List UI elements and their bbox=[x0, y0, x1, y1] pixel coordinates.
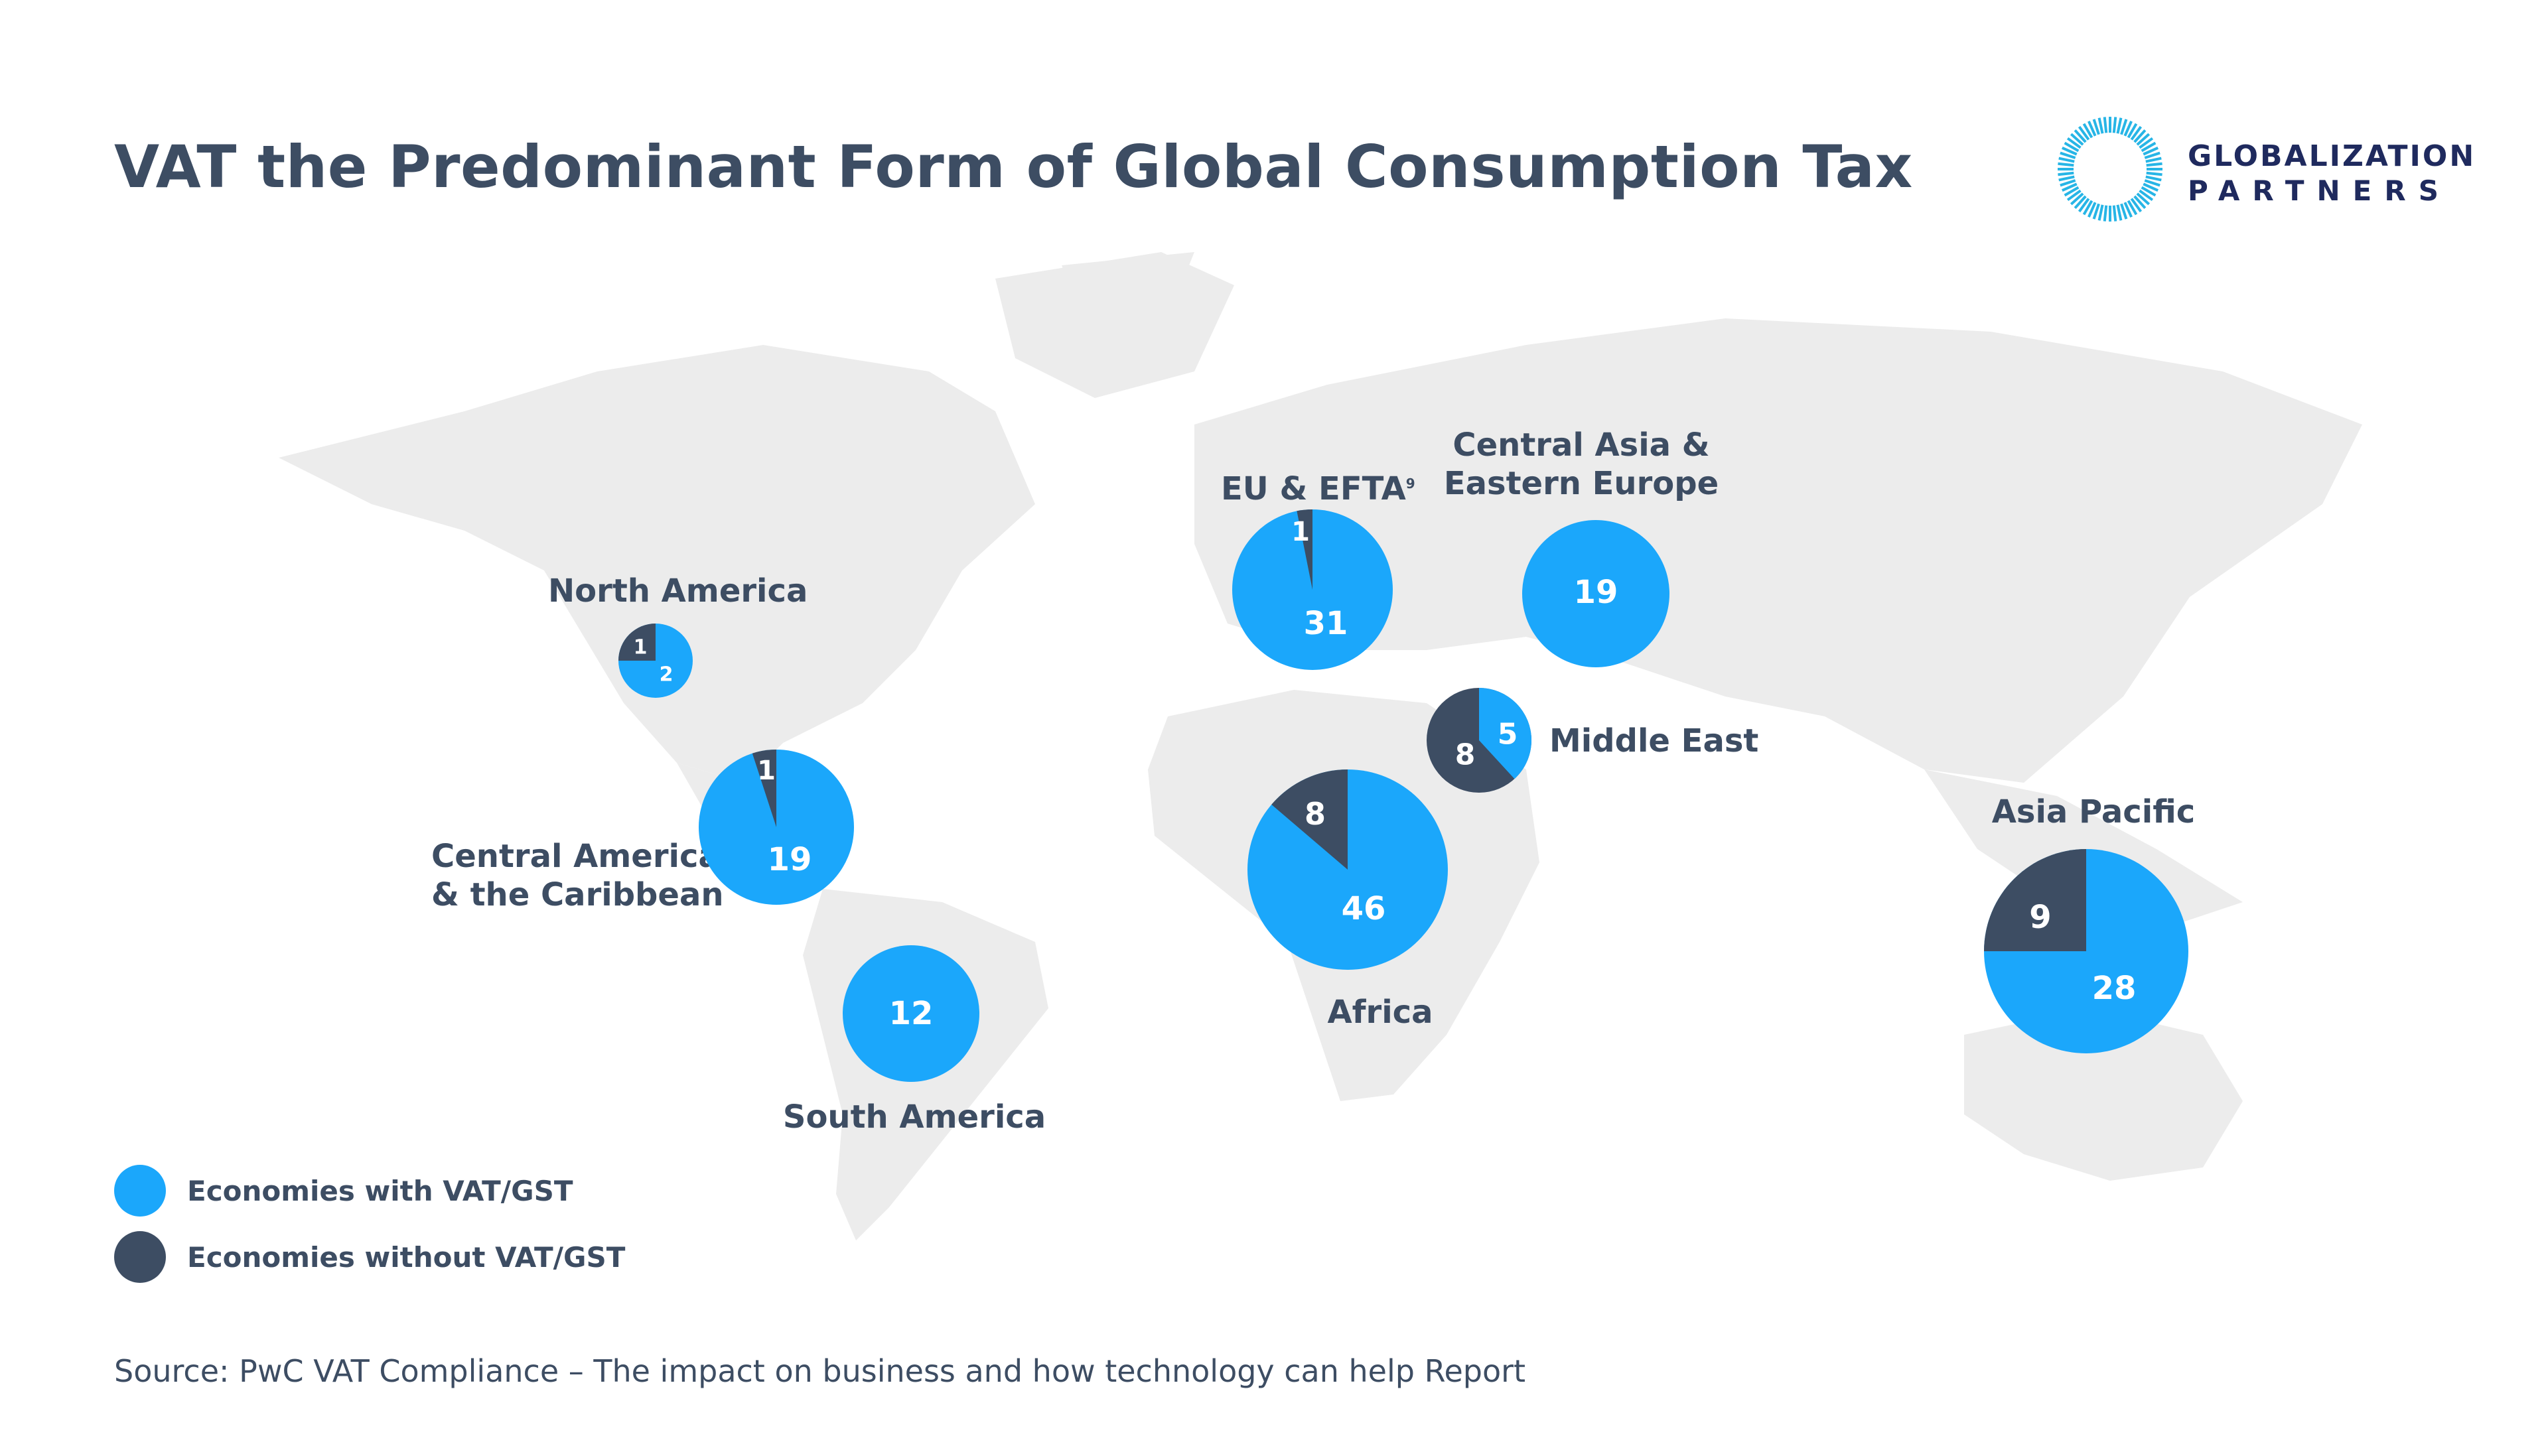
pie-value-without-north-america: 1 bbox=[633, 635, 648, 659]
region-label-central-america: Central America & the Caribbean bbox=[431, 837, 724, 914]
pie-value-with-eu-efta: 31 bbox=[1303, 605, 1348, 642]
pie-south-america bbox=[843, 945, 979, 1082]
pie-value-with-middle-east: 5 bbox=[1497, 717, 1518, 752]
pie-value-with-central-america: 19 bbox=[767, 841, 812, 878]
region-label-eu-efta: EU & EFTA9 bbox=[1221, 470, 1415, 507]
pie-value-without-central-america: 1 bbox=[757, 756, 776, 786]
region-label-asia-pacific: Asia Pacific bbox=[1991, 793, 2196, 830]
pie-eu-efta bbox=[1232, 509, 1393, 670]
region-label-central-america-line1: Central America bbox=[431, 838, 720, 875]
region-label-south-america: South America bbox=[782, 1098, 1046, 1136]
world-map-background bbox=[279, 252, 2362, 1240]
legend-swatch-with-vat bbox=[114, 1165, 166, 1217]
legend-item-with-vat: Economies with VAT/GST bbox=[114, 1164, 625, 1217]
region-label-central-america-line2: & the Caribbean bbox=[431, 876, 724, 913]
pie-value-without-middle-east: 8 bbox=[1454, 738, 1476, 772]
region-label-central-asia-line1: Central Asia & bbox=[1452, 427, 1710, 464]
region-label-middle-east: Middle East bbox=[1549, 722, 1759, 760]
region-label-north-america: North America bbox=[548, 572, 808, 610]
globalization-partners-logo: GLOBALIZATION PARTNERS bbox=[2054, 113, 2478, 232]
source-note: Source: PwC VAT Compliance – The impact … bbox=[114, 1353, 1526, 1389]
legend-label-with-vat: Economies with VAT/GST bbox=[187, 1174, 573, 1207]
pie-north-america bbox=[618, 624, 693, 698]
pie-value-without-africa: 8 bbox=[1304, 796, 1326, 832]
pie-value-with-asia-pacific: 28 bbox=[2091, 970, 2137, 1007]
logo-text-line2: PARTNERS bbox=[2188, 174, 2451, 207]
pie-value-with-north-america: 2 bbox=[659, 663, 673, 687]
pie-value-with-central-asia: 19 bbox=[1573, 574, 1618, 611]
pie-middle-east bbox=[1427, 688, 1531, 793]
pie-value-with-africa: 46 bbox=[1341, 890, 1386, 927]
pie-value-without-eu-efta: 1 bbox=[1291, 517, 1310, 547]
logo-text-line1: GLOBALIZATION bbox=[2188, 139, 2476, 173]
chart-legend: Economies with VAT/GST Economies without… bbox=[114, 1164, 625, 1297]
pie-central-america bbox=[699, 750, 854, 905]
pie-africa bbox=[1247, 769, 1448, 970]
pie-value-with-south-america: 12 bbox=[888, 995, 934, 1032]
radial-ring-logo-icon bbox=[2058, 117, 2162, 222]
region-label-central-asia: Central Asia & Eastern Europe bbox=[1444, 426, 1719, 503]
region-label-africa: Africa bbox=[1327, 994, 1433, 1031]
legend-swatch-without-vat bbox=[114, 1231, 166, 1283]
footnote-marker: 9 bbox=[1405, 476, 1415, 492]
region-label-central-asia-line2: Eastern Europe bbox=[1443, 465, 1719, 502]
page-title: VAT the Predominant Form of Global Consu… bbox=[114, 133, 1913, 201]
pie-central-asia bbox=[1522, 520, 1669, 667]
pie-value-without-asia-pacific: 9 bbox=[2029, 899, 2052, 936]
pie-asia-pacific bbox=[1984, 849, 2188, 1053]
legend-item-without-vat: Economies without VAT/GST bbox=[114, 1230, 625, 1284]
legend-label-without-vat: Economies without VAT/GST bbox=[187, 1240, 626, 1274]
